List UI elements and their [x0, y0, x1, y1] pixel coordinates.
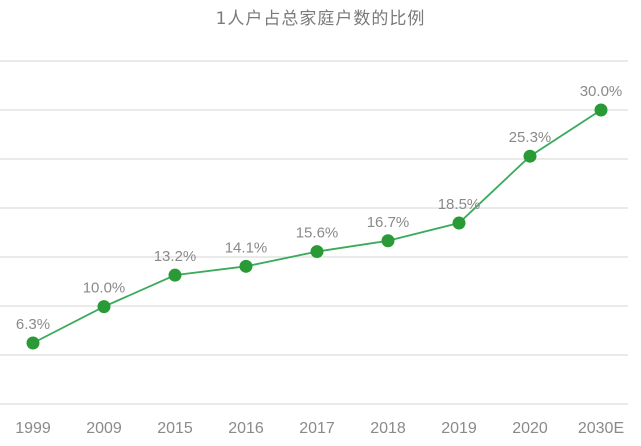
x-tick-label: 2018	[370, 420, 406, 437]
data-point-marker	[594, 103, 608, 117]
x-tick-label: 2019	[441, 420, 477, 437]
chart-title: 1人户占总家庭户数的比例	[215, 9, 426, 29]
data-point-marker	[239, 259, 253, 273]
data-point-marker	[310, 245, 324, 259]
data-label: 15.6%	[296, 225, 339, 242]
data-label: 25.3%	[509, 129, 552, 146]
data-label: 16.7%	[367, 214, 410, 231]
data-point-marker	[168, 268, 182, 282]
x-tick-label: 2020	[512, 420, 548, 437]
data-point-marker	[381, 234, 395, 248]
x-tick-label: 2016	[228, 420, 264, 437]
data-label: 6.3%	[16, 316, 50, 333]
x-tick-label: 2015	[157, 420, 193, 437]
x-tick-label: 2030E	[578, 420, 624, 437]
data-point-marker	[523, 149, 537, 163]
data-point-marker	[452, 216, 466, 230]
x-axis-ticks: 1999 2009 2015 2016 2017 2018 2019 2020 2030E	[15, 420, 624, 437]
data-point-marker	[26, 336, 40, 350]
x-tick-label: 2017	[299, 420, 335, 437]
data-markers	[26, 103, 608, 350]
data-label: 18.5%	[438, 196, 481, 213]
data-label: 10.0%	[83, 280, 126, 297]
x-tick-label: 2009	[86, 420, 122, 437]
x-tick-label: 1999	[15, 420, 51, 437]
data-label: 14.1%	[225, 239, 268, 256]
data-labels: 6.3% 10.0% 13.2% 14.1% 15.6% 16.7% 18.5% 25.3% 3…	[16, 83, 622, 333]
data-label: 30.0%	[580, 83, 623, 100]
data-label: 13.2%	[154, 248, 197, 265]
data-point-marker	[97, 300, 111, 314]
